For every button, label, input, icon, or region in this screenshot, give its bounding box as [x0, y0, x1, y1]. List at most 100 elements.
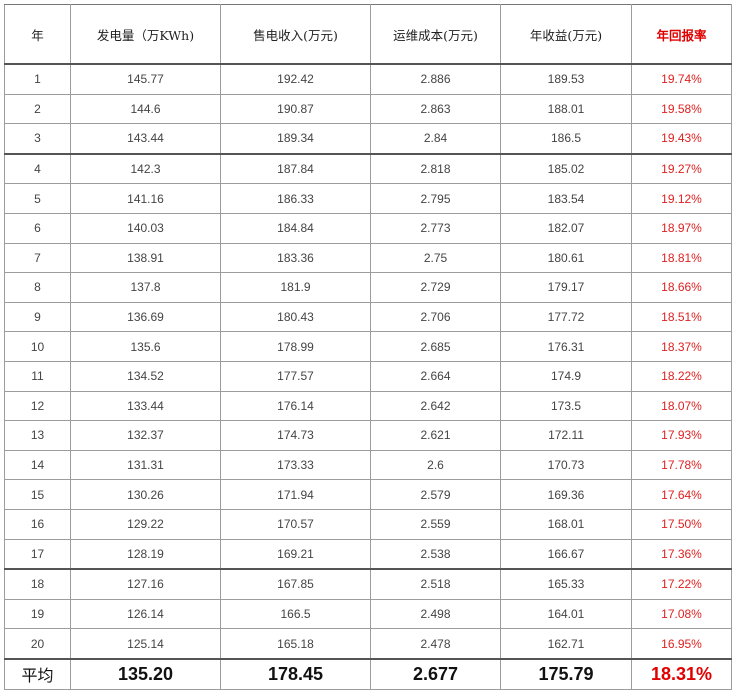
cell-year: 20	[4, 628, 71, 660]
cell-om-cost: 2.538	[370, 538, 501, 570]
cell-revenue: 186.33	[220, 183, 371, 214]
table-row: 3 143.44 189.34 2.84 186.5 19.43%	[4, 123, 732, 155]
cell-generation: 144.6	[70, 93, 221, 125]
table-row: 13 132.37 174.73 2.621 172.11 17.93%	[4, 420, 732, 451]
cell-generation: 132.37	[70, 420, 221, 451]
cell-revenue: 192.42	[220, 63, 371, 95]
cell-return: 18.81%	[631, 242, 732, 274]
cell-income: 185.02	[500, 152, 632, 185]
cell-return: 18.07%	[631, 390, 732, 422]
cell-om-cost: 2.6	[370, 449, 501, 481]
cell-year: 17	[4, 538, 71, 570]
cell-om-cost: 2.642	[370, 390, 501, 422]
cell-om-cost: 2.75	[370, 242, 501, 274]
cell-revenue: 180.43	[220, 301, 371, 333]
table-row: 9 136.69 180.43 2.706 177.72 18.51%	[4, 301, 732, 333]
cell-revenue: 183.36	[220, 242, 371, 274]
average-income: 175.79	[500, 657, 632, 690]
cell-income: 176.31	[500, 331, 632, 362]
cell-year: 2	[4, 93, 71, 125]
cell-generation: 135.6	[70, 331, 221, 362]
average-generation: 135.20	[70, 657, 221, 690]
cell-year: 1	[4, 63, 71, 95]
table-container: 年 发电量（万KWh) 售电收入(万元) 运维成本(万元) 年收益(万元) 年回…	[4, 4, 732, 690]
cell-year: 6	[4, 212, 71, 244]
cell-generation: 142.3	[70, 152, 221, 185]
table-row: 12 133.44 176.14 2.642 173.5 18.07%	[4, 390, 732, 422]
cell-income: 179.17	[500, 272, 632, 303]
cell-om-cost: 2.84	[370, 123, 501, 155]
cell-om-cost: 2.685	[370, 331, 501, 362]
cell-year: 18	[4, 568, 71, 600]
cell-return: 18.97%	[631, 212, 732, 244]
cell-generation: 133.44	[70, 390, 221, 422]
average-row: 平均 135.20 178.45 2.677 175.79 18.31%	[4, 657, 732, 690]
cell-generation: 125.14	[70, 628, 221, 660]
cell-income: 166.67	[500, 538, 632, 570]
header-row: 年 发电量（万KWh) 售电收入(万元) 运维成本(万元) 年收益(万元) 年回…	[4, 4, 732, 65]
cell-income: 186.5	[500, 123, 632, 155]
cell-return: 19.12%	[631, 183, 732, 214]
cell-revenue: 184.84	[220, 212, 371, 244]
table-row: 7 138.91 183.36 2.75 180.61 18.81%	[4, 242, 732, 274]
table-row: 18 127.16 167.85 2.518 165.33 17.22%	[4, 568, 732, 600]
cell-year: 12	[4, 390, 71, 422]
cell-year: 9	[4, 301, 71, 333]
cell-generation: 129.22	[70, 508, 221, 540]
cell-return: 18.51%	[631, 301, 732, 333]
cell-year: 14	[4, 449, 71, 481]
cell-revenue: 189.34	[220, 123, 371, 155]
cell-generation: 134.52	[70, 360, 221, 392]
header-annual-income: 年收益(万元)	[500, 4, 632, 65]
cell-income: 180.61	[500, 242, 632, 274]
cell-year: 15	[4, 479, 71, 510]
cell-generation: 128.19	[70, 538, 221, 570]
cell-revenue: 176.14	[220, 390, 371, 422]
cell-generation: 131.31	[70, 449, 221, 481]
cell-generation: 130.26	[70, 479, 221, 510]
cell-revenue: 167.85	[220, 568, 371, 600]
cell-generation: 143.44	[70, 123, 221, 155]
cell-revenue: 166.5	[220, 598, 371, 630]
cell-om-cost: 2.621	[370, 420, 501, 451]
header-revenue: 售电收入(万元)	[220, 4, 371, 65]
cell-income: 189.53	[500, 63, 632, 95]
cell-om-cost: 2.795	[370, 183, 501, 214]
table-row: 10 135.6 178.99 2.685 176.31 18.37%	[4, 331, 732, 362]
cell-year: 5	[4, 183, 71, 214]
cell-om-cost: 2.818	[370, 152, 501, 185]
cell-om-cost: 2.886	[370, 63, 501, 95]
cell-income: 174.9	[500, 360, 632, 392]
cell-revenue: 170.57	[220, 508, 371, 540]
table-row: 11 134.52 177.57 2.664 174.9 18.22%	[4, 360, 732, 392]
average-label: 平均	[4, 657, 71, 690]
cell-income: 165.33	[500, 568, 632, 600]
cell-income: 183.54	[500, 183, 632, 214]
average-om-cost: 2.677	[370, 657, 501, 690]
cell-om-cost: 2.478	[370, 628, 501, 660]
cell-income: 168.01	[500, 508, 632, 540]
cell-revenue: 171.94	[220, 479, 371, 510]
cell-income: 177.72	[500, 301, 632, 333]
cell-year: 3	[4, 123, 71, 155]
cell-generation: 141.16	[70, 183, 221, 214]
cell-year: 7	[4, 242, 71, 274]
table-row: 20 125.14 165.18 2.478 162.71 16.95%	[4, 628, 732, 660]
cell-return: 17.22%	[631, 568, 732, 600]
cell-year: 4	[4, 152, 71, 185]
cell-return: 18.22%	[631, 360, 732, 392]
cell-return: 19.43%	[631, 123, 732, 155]
cell-income: 173.5	[500, 390, 632, 422]
cell-om-cost: 2.664	[370, 360, 501, 392]
cell-income: 164.01	[500, 598, 632, 630]
table-row: 4 142.3 187.84 2.818 185.02 19.27%	[4, 152, 732, 185]
cell-generation: 126.14	[70, 598, 221, 630]
cell-generation: 127.16	[70, 568, 221, 600]
cell-income: 182.07	[500, 212, 632, 244]
cell-income: 170.73	[500, 449, 632, 481]
cell-year: 16	[4, 508, 71, 540]
table-row: 16 129.22 170.57 2.559 168.01 17.50%	[4, 508, 732, 540]
cell-revenue: 169.21	[220, 538, 371, 570]
returns-table: 年 发电量（万KWh) 售电收入(万元) 运维成本(万元) 年收益(万元) 年回…	[4, 4, 732, 690]
cell-income: 188.01	[500, 93, 632, 125]
